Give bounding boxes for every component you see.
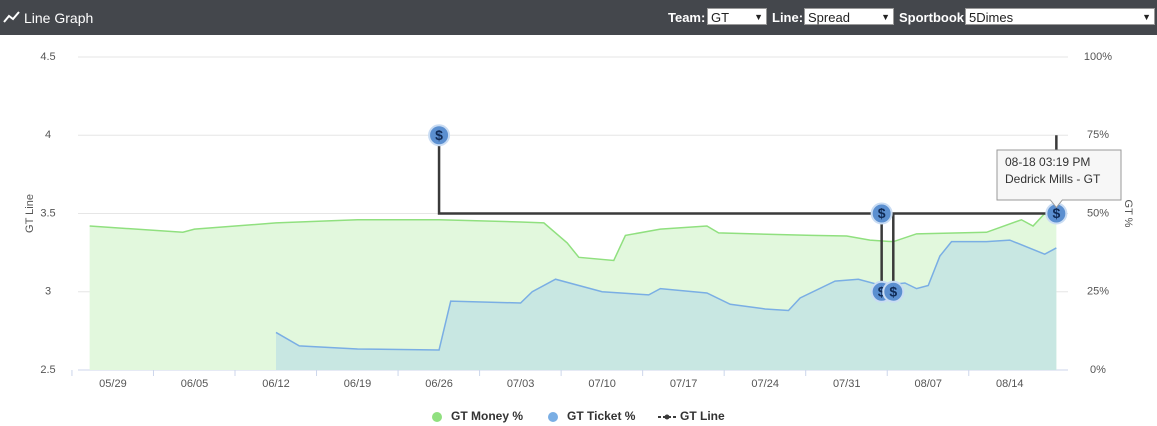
- marker-circle: [428, 124, 451, 147]
- legend-label: GT Line: [680, 409, 725, 423]
- x-tick-label: 08/14: [996, 378, 1024, 390]
- line-label: Line:: [772, 10, 804, 25]
- x-tick-label: 07/17: [670, 378, 698, 390]
- legend-label: GT Ticket %: [567, 409, 636, 423]
- y-tick-label: 2.5: [40, 364, 55, 376]
- line-marker: $: [882, 280, 905, 303]
- y2-tick-label: 0%: [1090, 364, 1106, 376]
- tooltip-text: Dedrick Mills - GT: [1005, 172, 1101, 186]
- marker-icon: $: [1052, 205, 1060, 221]
- x-tick-label: 08/07: [914, 378, 942, 390]
- sportbook-label: Sportbook:: [899, 10, 969, 25]
- legend-item[interactable]: GT Ticket %: [548, 409, 636, 423]
- header: Line Graph Team: GT Line: Spread Sportbo…: [0, 0, 1157, 35]
- x-tick-label: 06/12: [262, 378, 290, 390]
- header-title: Line Graph: [24, 10, 94, 26]
- chart-icon: [3, 11, 20, 23]
- x-tick-label: 07/31: [833, 378, 861, 390]
- y2-tick-label: 50%: [1087, 207, 1109, 219]
- team-select[interactable]: GT: [707, 8, 767, 26]
- y-tick-label: 4: [45, 129, 51, 141]
- y-tick-label: 4.5: [40, 51, 55, 63]
- marker-icon: $: [435, 127, 443, 143]
- marker-icon: $: [878, 283, 886, 299]
- legend-swatch: [432, 412, 442, 422]
- x-tick-label: 07/24: [751, 378, 779, 390]
- y2-tick-label: 75%: [1087, 129, 1109, 141]
- line-marker: $: [870, 202, 893, 225]
- y-tick-label: 3: [45, 286, 51, 298]
- x-tick-label: 07/10: [588, 378, 616, 390]
- y-tick-label: 3.5: [40, 207, 55, 219]
- y2-tick-label: 25%: [1087, 286, 1109, 298]
- series-line: [89, 211, 1057, 262]
- marker-circle: [870, 202, 893, 225]
- legend-item[interactable]: GT Money %: [432, 409, 523, 423]
- legend-dot: [664, 414, 670, 420]
- x-tick-label: 06/19: [344, 378, 372, 390]
- series-line: [275, 239, 1057, 351]
- legend-swatch: [548, 412, 558, 422]
- area: [276, 240, 1057, 370]
- legend-label: GT Money %: [451, 409, 523, 423]
- tooltip-time: 08-18 03:19 PM: [1005, 155, 1090, 169]
- marker-icon: $: [878, 205, 886, 221]
- x-tick-label: 07/03: [507, 378, 535, 390]
- x-tick-label: 06/26: [425, 378, 453, 390]
- y2-tick-label: 100%: [1084, 51, 1112, 63]
- marker-circle: [882, 280, 905, 303]
- marker-icon: $: [889, 283, 897, 299]
- team-label: Team:: [668, 10, 706, 25]
- legend-item[interactable]: GT Line: [658, 409, 725, 423]
- line-marker: $: [428, 124, 451, 147]
- sportbook-select[interactable]: 5Dimes: [965, 8, 1155, 26]
- y-axis-title: GT Line: [24, 194, 36, 233]
- x-tick-label: 06/05: [181, 378, 209, 390]
- y2-axis-title: GT %: [1122, 200, 1134, 228]
- tooltip-box: [996, 149, 1122, 209]
- line-select[interactable]: Spread: [804, 8, 894, 26]
- x-tick-label: 05/29: [99, 378, 127, 390]
